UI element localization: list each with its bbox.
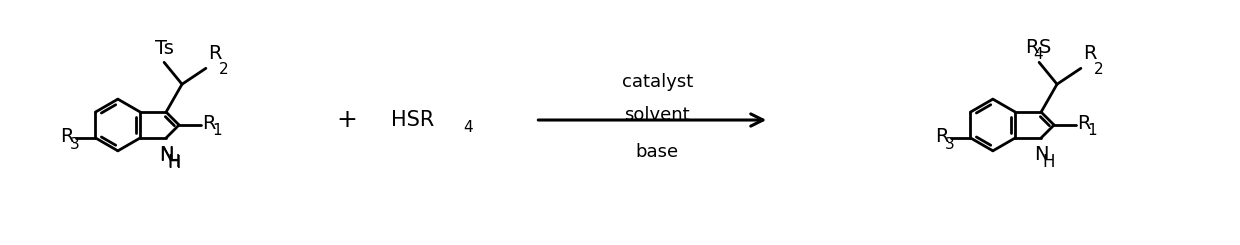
Text: R: R [208, 44, 222, 63]
Text: 2: 2 [1095, 62, 1104, 77]
Text: S: S [1039, 38, 1052, 57]
Text: N: N [1034, 145, 1048, 164]
Text: solvent: solvent [625, 106, 691, 124]
Text: 4: 4 [1034, 47, 1043, 62]
Text: R: R [202, 114, 216, 134]
Text: R: R [61, 127, 74, 147]
Text: R: R [936, 127, 949, 147]
Text: R: R [1076, 114, 1090, 134]
Text: H: H [167, 153, 180, 171]
Text: catalyst: catalyst [621, 73, 693, 91]
Text: R: R [1083, 44, 1096, 63]
Text: N: N [159, 146, 174, 165]
Text: 1: 1 [212, 123, 222, 138]
Text: N: N [159, 145, 174, 164]
Text: 3: 3 [69, 137, 79, 152]
Text: 4: 4 [463, 121, 472, 135]
Text: +: + [336, 108, 357, 132]
Text: HSR: HSR [392, 110, 434, 130]
Text: 2: 2 [219, 62, 229, 77]
Text: 3: 3 [945, 137, 954, 152]
Text: Ts: Ts [155, 39, 174, 58]
Text: H: H [167, 154, 180, 172]
Text: H: H [1043, 153, 1055, 171]
Text: base: base [636, 143, 678, 161]
Text: R: R [1025, 38, 1039, 57]
Text: 1: 1 [1087, 123, 1097, 138]
